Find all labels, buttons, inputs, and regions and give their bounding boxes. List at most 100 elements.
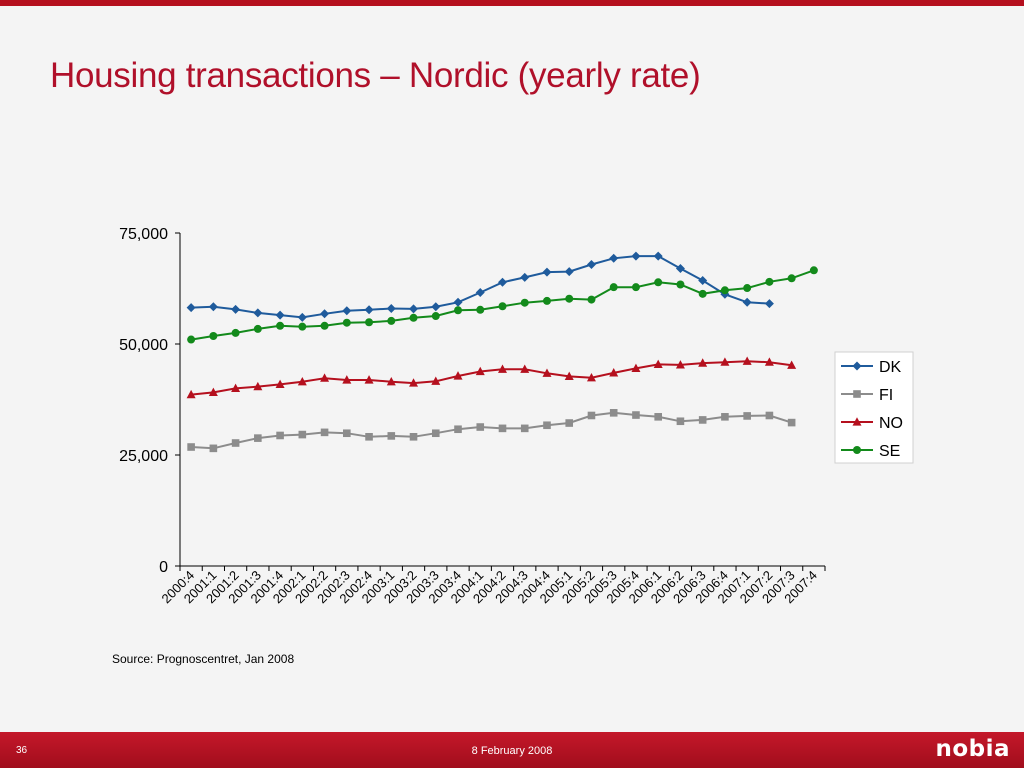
data-point-dk [297,312,307,322]
data-point-no [542,368,552,377]
data-point-se [431,312,440,321]
data-point-no [475,366,485,376]
legend-marker-fi [853,390,861,398]
data-point-dk [208,302,218,312]
data-point-se [654,278,663,287]
data-point-dk [653,251,663,261]
legend-marker-dk [852,361,862,371]
slide-title: Housing transactions – Nordic (yearly ra… [50,56,701,95]
data-point-se [342,318,351,327]
data-point-dk [320,309,330,319]
data-point-fi [454,425,462,434]
data-point-fi [609,409,618,417]
data-point-fi [231,439,240,447]
data-point-fi [632,411,640,419]
data-point-fi [520,424,529,433]
data-point-se [631,283,640,292]
data-point-no [698,358,708,367]
series-line-no [191,360,792,396]
data-point-no [320,373,330,382]
data-point-se [365,318,374,327]
data-point-se [387,316,396,325]
data-point-no [742,356,752,365]
data-point-no [498,364,507,373]
data-point-dk [764,299,774,309]
data-point-no [564,371,574,381]
data-point-no [386,376,396,386]
data-point-fi [787,418,796,427]
data-point-fi [187,443,195,451]
data-point-dk [431,302,441,312]
data-point-no [520,364,530,373]
data-point-fi [387,432,396,440]
data-point-fi [587,411,596,420]
data-point-se [231,328,240,337]
footer-date: 8 February 2008 [471,745,553,757]
data-point-se [298,322,307,331]
data-point-se [698,289,707,298]
data-point-fi [654,413,662,421]
data-point-se [565,294,574,303]
y-tick-label: 75,000 [119,226,168,243]
data-point-fi [343,429,351,438]
data-point-se [253,324,262,333]
data-point-se [587,295,596,304]
data-point-dk [342,306,352,316]
data-point-se [320,321,329,330]
data-point-se [187,335,196,344]
data-point-no [586,372,596,382]
data-point-fi [298,430,307,439]
data-point-dk [275,310,285,320]
data-point-se [542,296,551,305]
data-point-dk [453,297,463,307]
data-point-no [787,360,797,369]
legend-label-se: SE [879,443,900,460]
data-point-no [342,375,352,384]
data-point-dk [542,267,552,277]
data-point-dk [253,308,263,318]
data-point-se [209,332,218,341]
line-chart: 025,00050,00075,0002000:42001:12001:2200… [119,226,914,606]
data-point-fi [209,444,218,453]
data-point-fi [320,428,329,437]
data-point-no [675,360,685,369]
data-point-se [409,313,418,322]
data-point-dk [742,297,752,307]
legend-label-fi: FI [879,387,893,404]
y-tick-label: 50,000 [119,337,168,354]
data-point-no [720,357,730,366]
data-point-dk [631,251,641,261]
data-point-se [476,305,485,314]
data-point-fi [765,411,774,420]
legend-marker-no [852,417,862,426]
data-point-fi [365,432,373,441]
data-point-se [676,280,685,289]
data-point-fi [498,424,507,433]
data-point-no [631,363,641,373]
data-point-no [297,376,307,386]
legend-label-no: NO [879,415,903,432]
series-line-fi [191,411,792,450]
chart-legend: DK FI NO SE [834,351,914,464]
data-point-fi [476,423,485,431]
source-note: Source: Prognoscentret, Jan 2008 [112,652,295,666]
data-point-se [809,266,818,275]
data-point-dk [231,304,241,314]
data-point-no [453,371,463,380]
data-point-fi [565,419,574,427]
data-point-fi [409,432,418,441]
data-point-fi [543,421,551,430]
legend-box [834,351,914,464]
data-point-no [653,359,663,369]
data-point-dk [364,305,374,315]
footer-bar: 36 8 February 2008 nobia [0,732,1024,768]
data-point-se [720,286,729,295]
data-point-fi [743,412,751,420]
data-point-dk [586,260,596,270]
data-point-se [609,283,618,292]
data-point-fi [676,417,685,426]
data-point-no [364,375,374,384]
data-point-fi [254,434,262,442]
legend-label-dk: DK [879,359,902,376]
data-point-dk [609,253,619,263]
